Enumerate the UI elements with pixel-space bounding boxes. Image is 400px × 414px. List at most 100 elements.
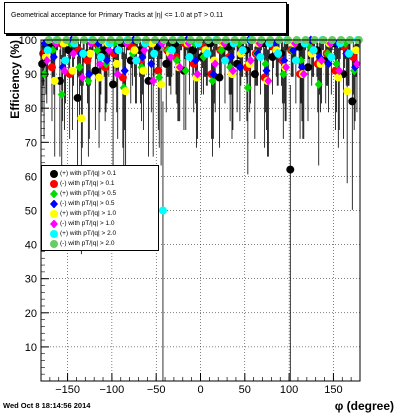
legend-entry: (-) with pT/|q| > 0.1 xyxy=(46,179,158,189)
axes: −150 −100 −50 0 50 100 150 10 20 30 40 50 60 70 80 90 10… xyxy=(19,35,361,396)
data-point xyxy=(112,59,121,68)
data-point xyxy=(297,62,306,72)
data-point xyxy=(227,52,236,62)
timestamp: Wed Oct 8 18:14:56 2014 xyxy=(3,401,91,410)
data-point xyxy=(84,76,93,86)
data-point xyxy=(68,66,77,75)
data-point xyxy=(188,46,197,55)
data-point xyxy=(172,55,181,65)
data-point xyxy=(140,45,149,55)
legend-entry: (-) with pT/|q| > 1.0 xyxy=(46,219,158,229)
x-tick-label: 100 xyxy=(280,384,298,396)
data-point xyxy=(118,73,127,82)
data-point xyxy=(250,70,259,79)
data-point xyxy=(332,59,341,69)
data-point xyxy=(352,59,361,69)
data-point xyxy=(256,53,265,62)
data-point xyxy=(348,97,357,106)
legend-label: (-) with pT/|q| > 1.0 xyxy=(60,220,115,227)
data-point xyxy=(352,46,361,55)
data-point xyxy=(261,59,270,69)
legend-label: (-) with pT/|q| > 2.0 xyxy=(60,240,115,247)
data-point xyxy=(167,46,176,55)
data-point xyxy=(238,46,247,55)
data-point xyxy=(246,55,255,65)
data-point xyxy=(69,49,78,59)
data-point xyxy=(100,46,109,55)
data-point xyxy=(334,73,343,82)
data-point xyxy=(314,79,323,89)
data-point xyxy=(121,87,130,96)
data-point xyxy=(77,114,86,123)
data-point xyxy=(158,206,167,215)
data-point xyxy=(93,45,102,55)
data-point xyxy=(309,46,318,55)
legend-entry: (+) with pT/|q| > 2.0 xyxy=(46,229,158,239)
y-tick-label: 50 xyxy=(25,206,37,218)
data-point xyxy=(166,52,175,62)
data-point xyxy=(150,49,159,58)
data-point xyxy=(104,45,113,55)
legend-label: (+) with pT/|q| > 0.5 xyxy=(60,190,117,197)
legend-label: (+) with pT/|q| > 0.1 xyxy=(60,170,117,177)
legend-marker-shape xyxy=(50,240,58,248)
legend-entry: (+) with pT/|q| > 0.1 xyxy=(46,169,158,179)
y-tick-label: 30 xyxy=(25,274,37,286)
x-tick-label: −50 xyxy=(147,384,166,396)
data-point xyxy=(154,66,163,75)
legend-marker-shape xyxy=(50,170,58,178)
x-tick-label: −150 xyxy=(55,384,80,396)
data-point xyxy=(264,76,273,86)
data-point xyxy=(57,90,66,100)
data-point xyxy=(262,66,271,76)
data-point xyxy=(193,69,202,79)
y-tick-label: 40 xyxy=(25,240,37,252)
legend-marker xyxy=(50,170,58,178)
legend-marker xyxy=(50,180,58,188)
data-point xyxy=(144,76,153,85)
data-point xyxy=(282,62,291,72)
legend-entry: (+) with pT/|q| > 0.5 xyxy=(46,189,158,199)
data-point xyxy=(191,55,200,65)
data-point xyxy=(73,93,82,102)
y-tick-label: 90 xyxy=(25,69,37,81)
data-point xyxy=(79,49,88,58)
data-point xyxy=(211,59,220,69)
data-point xyxy=(215,73,224,82)
data-point xyxy=(83,56,92,65)
data-point xyxy=(181,66,190,76)
data-point xyxy=(95,73,104,82)
data-point xyxy=(149,76,158,86)
data-point xyxy=(217,45,226,55)
y-tick-label: 10 xyxy=(25,342,37,354)
data-point xyxy=(102,55,111,65)
legend-label: (+) with pT/|q| > 2.0 xyxy=(60,230,117,237)
data-point xyxy=(120,66,129,76)
data-point xyxy=(185,53,194,62)
y-tick-label: 70 xyxy=(25,137,37,149)
y-tick-label: 20 xyxy=(25,308,37,320)
data-point xyxy=(138,52,147,62)
data-point xyxy=(155,73,164,83)
data-point xyxy=(139,66,148,75)
title-box: Geometrical acceptance for Primary Track… xyxy=(4,2,287,34)
data-point xyxy=(113,69,122,79)
data-point xyxy=(78,73,87,83)
data-point xyxy=(208,76,217,86)
legend-label: (-) with pT/|q| > 0.5 xyxy=(60,200,115,207)
data-point xyxy=(95,59,104,69)
y-tick-label: 60 xyxy=(25,171,37,183)
x-axis-label: φ (degree) xyxy=(335,399,394,413)
data-point xyxy=(203,49,212,58)
data-point xyxy=(130,46,139,55)
data-point xyxy=(280,55,289,65)
data-point xyxy=(343,87,352,96)
data-point xyxy=(49,52,58,62)
data-point xyxy=(47,63,56,72)
data-point xyxy=(243,83,252,93)
data-point xyxy=(43,46,52,55)
legend-marker xyxy=(50,210,58,218)
data-point xyxy=(147,59,156,69)
y-tick-label: 100 xyxy=(19,35,37,47)
